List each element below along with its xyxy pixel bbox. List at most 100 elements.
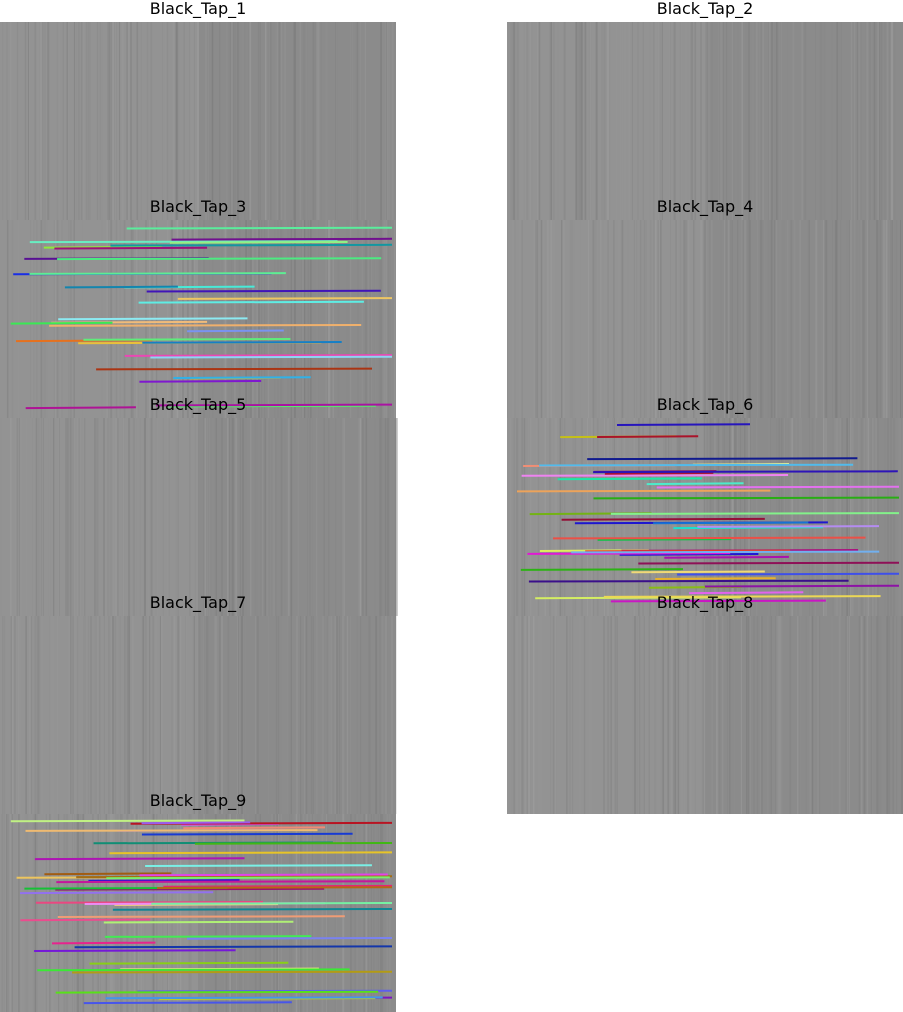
texture-streak: [368, 814, 369, 1012]
texture-streak: [322, 616, 325, 814]
texture-streak: [78, 418, 81, 616]
detected-line: [571, 550, 880, 554]
texture-streak: [336, 814, 337, 1012]
texture-streak: [330, 220, 332, 418]
detected-line: [83, 338, 291, 341]
texture-streak: [82, 814, 85, 1012]
texture-streak: [166, 22, 168, 220]
texture-streak: [521, 220, 523, 418]
texture-streak: [513, 220, 516, 418]
texture-streak: [667, 616, 669, 814]
texture-streak: [203, 616, 205, 814]
texture-streak: [182, 814, 184, 1012]
detected-line: [597, 435, 699, 438]
texture-streak: [38, 616, 41, 814]
texture-streak: [731, 22, 734, 220]
detected-line: [139, 873, 388, 877]
texture-streak: [835, 418, 838, 616]
texture-streak: [30, 220, 31, 418]
texture-streak: [261, 220, 263, 418]
texture-streak: [724, 220, 725, 418]
texture-streak: [126, 22, 128, 220]
texture-streak: [259, 22, 261, 220]
texture-streak: [221, 418, 223, 616]
texture-streak: [110, 814, 112, 1012]
texture-streak: [559, 418, 560, 616]
texture-streak: [720, 418, 722, 616]
texture-streak: [172, 22, 175, 220]
texture-streak: [346, 616, 349, 814]
texture-streak: [841, 418, 843, 616]
texture-streak: [129, 418, 131, 616]
texture-streak: [362, 418, 364, 616]
image-panel: [0, 22, 396, 220]
texture-streak: [287, 220, 289, 418]
texture-streak: [391, 616, 393, 814]
texture-streak: [728, 220, 730, 418]
texture-streak: [229, 814, 232, 1012]
texture-streak: [280, 220, 282, 418]
texture-streak: [615, 616, 617, 814]
detected-line: [163, 884, 393, 888]
texture-streak: [332, 220, 334, 418]
texture-streak: [704, 220, 706, 418]
texture-streak: [835, 220, 838, 418]
texture-streak: [326, 220, 328, 418]
texture-streak: [57, 418, 59, 616]
detected-line: [76, 875, 393, 879]
texture-streak: [368, 616, 371, 814]
texture-streak: [381, 814, 384, 1012]
texture-streak: [112, 616, 115, 814]
texture-streak: [655, 616, 657, 814]
texture-streak: [564, 22, 566, 220]
texture-streak: [328, 220, 331, 418]
texture-streak: [605, 418, 607, 616]
detected-line: [704, 584, 900, 588]
texture-streak: [663, 616, 665, 814]
texture-streak: [633, 220, 635, 418]
texture-streak: [236, 22, 238, 220]
texture-streak: [636, 220, 638, 418]
texture-streak: [275, 418, 277, 616]
texture-streak: [361, 220, 363, 418]
texture-streak: [53, 22, 56, 220]
texture-streak: [389, 220, 391, 418]
panel-title: Black_Tap_4: [657, 197, 754, 217]
texture-streak: [77, 814, 79, 1012]
texture-streak: [878, 22, 881, 220]
texture-streak: [655, 22, 657, 220]
texture-streak: [729, 616, 731, 814]
texture-streak: [138, 814, 140, 1012]
detected-line: [126, 226, 393, 230]
texture-streak: [726, 22, 728, 220]
texture-streak: [801, 22, 803, 220]
texture-streak: [159, 616, 162, 814]
texture-streak: [740, 418, 741, 616]
texture-streak: [316, 220, 319, 418]
texture-streak: [309, 418, 311, 616]
detected-line: [593, 496, 900, 500]
panel-title: Black_Tap_7: [150, 593, 247, 613]
texture-streak: [151, 814, 153, 1012]
texture-streak: [241, 418, 243, 616]
texture-streak: [660, 616, 662, 814]
texture-streak: [105, 418, 107, 616]
texture-streak: [256, 220, 258, 418]
texture-streak: [520, 22, 522, 220]
texture-streak: [627, 220, 629, 418]
texture-streak: [256, 616, 259, 814]
texture-streak: [805, 616, 807, 814]
texture-streak: [636, 616, 638, 814]
texture-streak: [194, 616, 197, 814]
texture-streak: [879, 220, 881, 418]
texture-streak: [898, 616, 900, 814]
texture-streak: [387, 418, 390, 616]
texture-streak: [618, 220, 620, 418]
detected-line: [58, 317, 248, 321]
texture-streak: [675, 616, 676, 814]
texture-streak: [657, 220, 659, 418]
texture-streak: [596, 616, 598, 814]
texture-streak: [595, 220, 597, 418]
texture-streak: [374, 814, 375, 1012]
